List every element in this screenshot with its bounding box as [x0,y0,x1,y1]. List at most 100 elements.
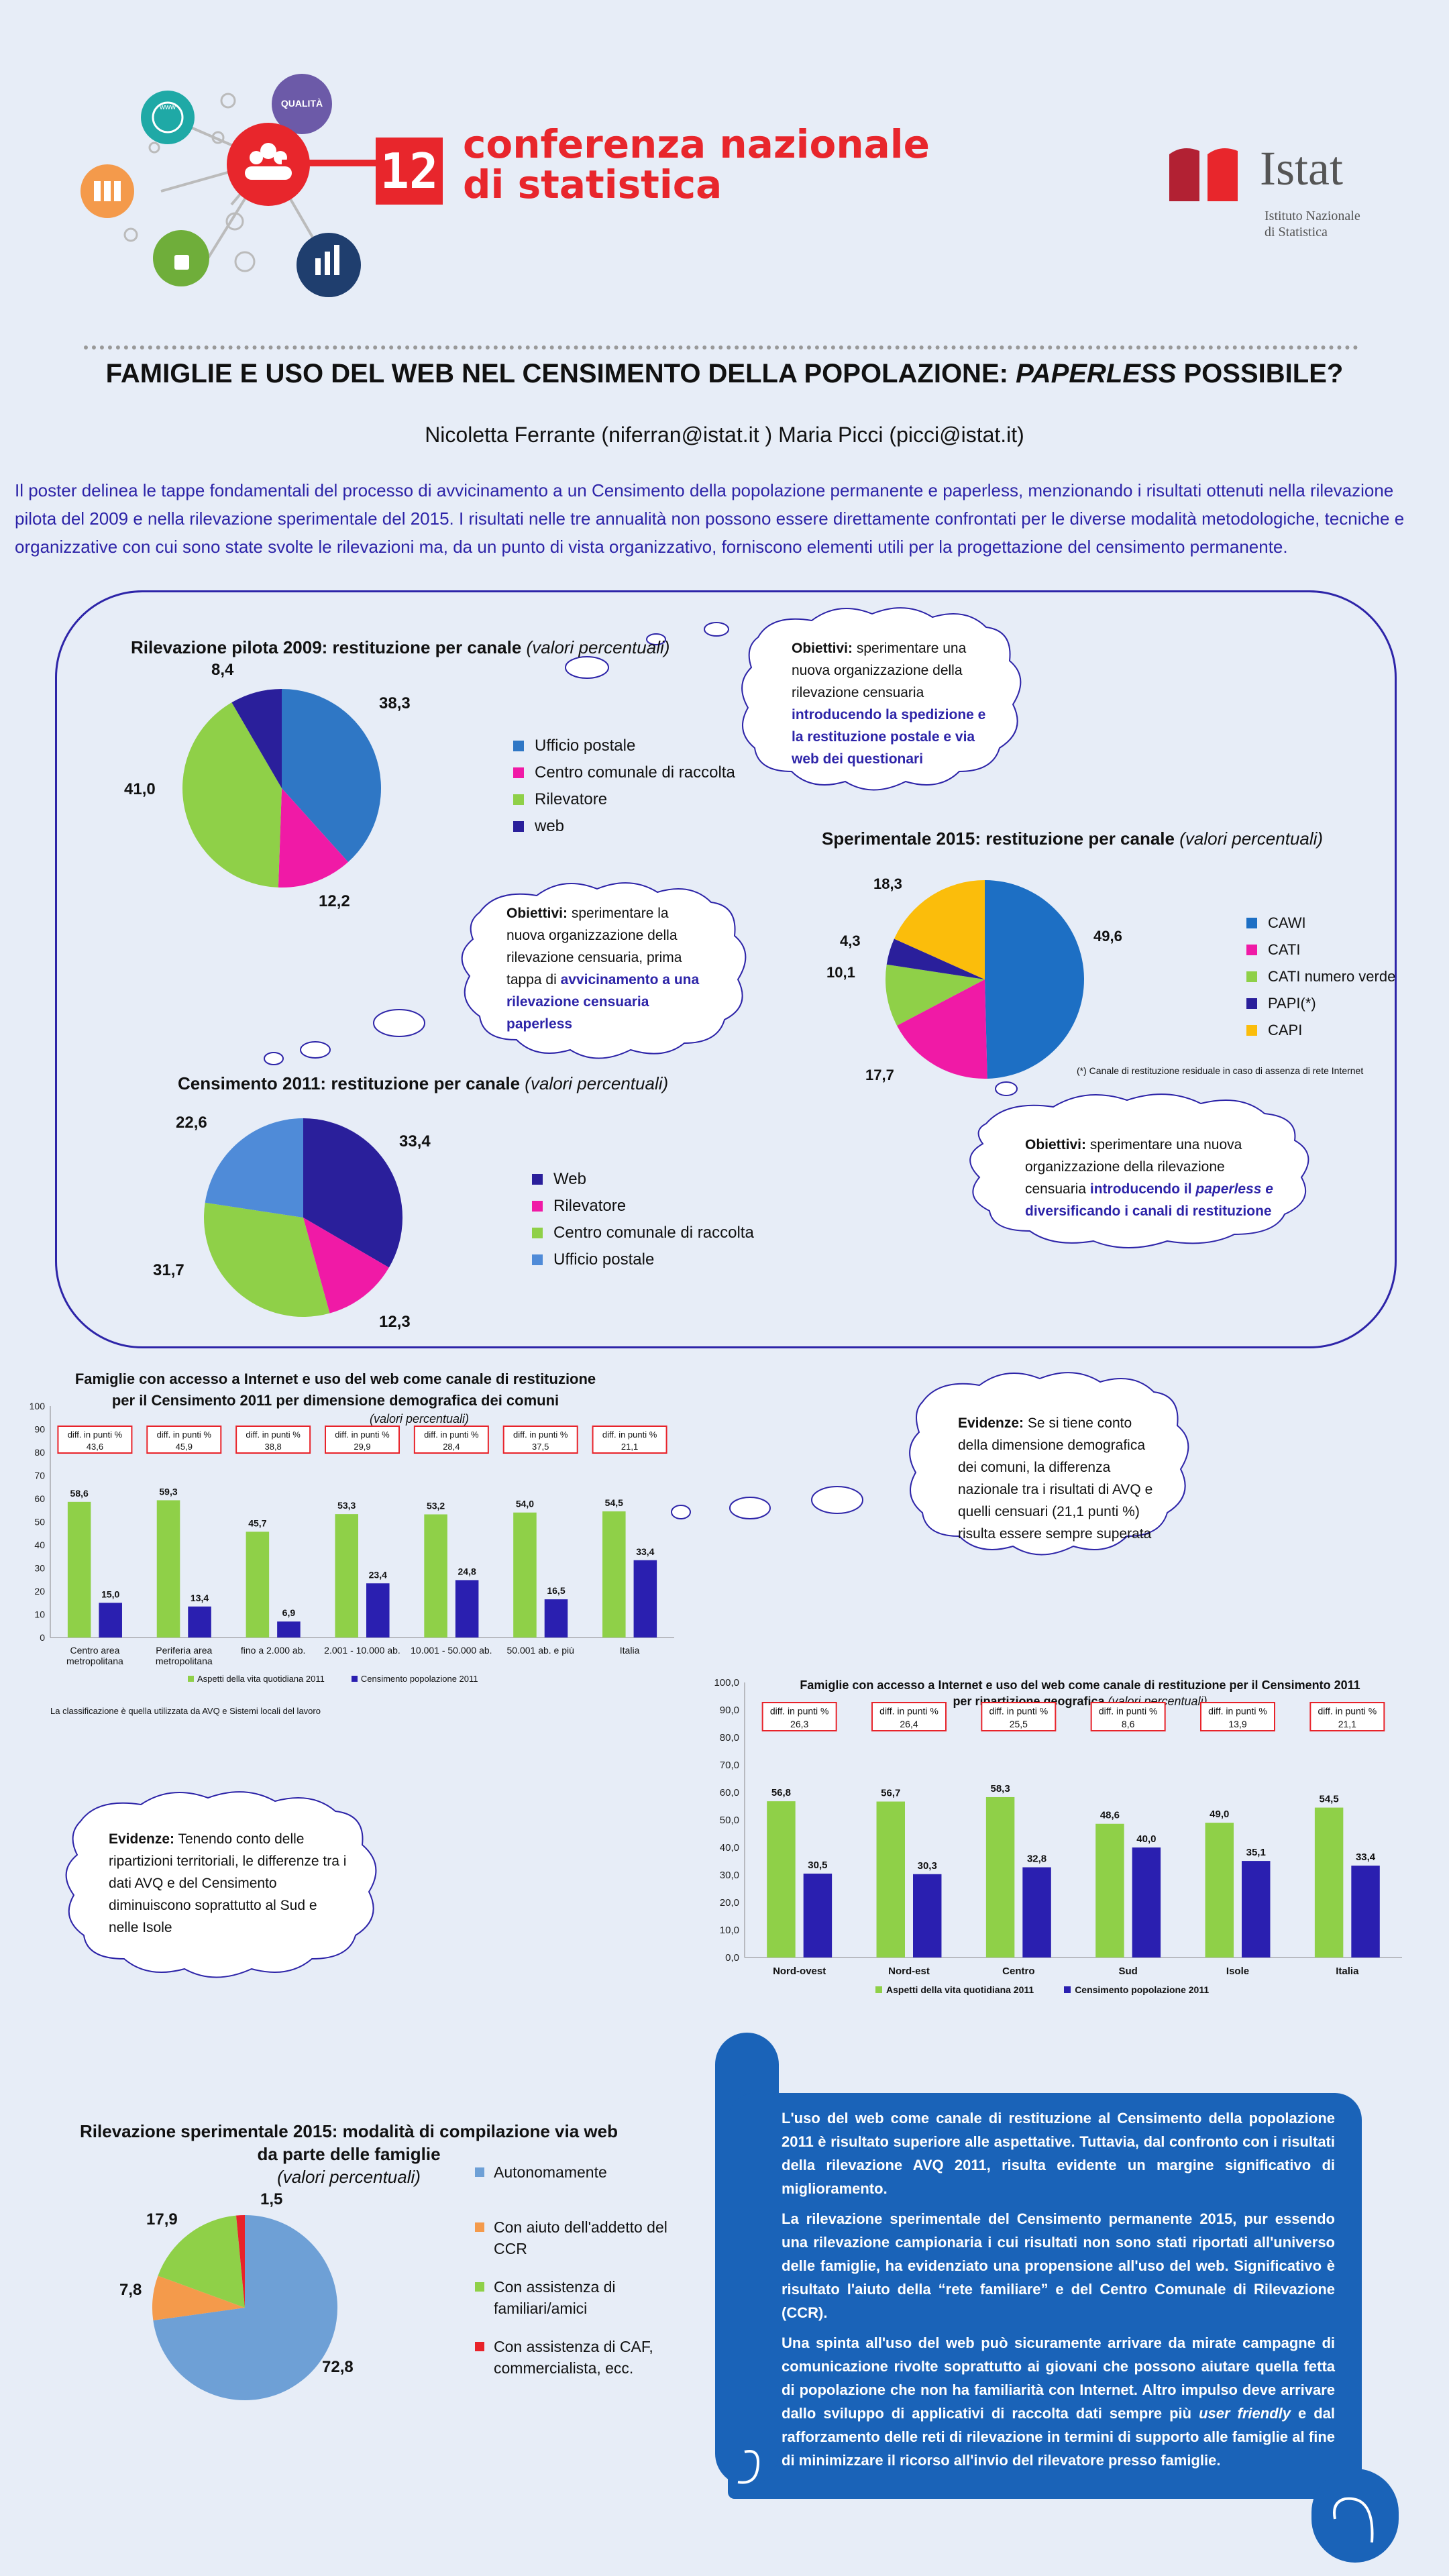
bar_comuni-value-label: 45,7 [248,1517,266,1528]
conference-logo-graphic: www QUALITÀ [80,74,361,297]
title-italic: PAPERLESS [1016,359,1177,388]
bar_rip-value-label: 54,5 [1319,1794,1338,1805]
pie-comp-title2: da parte delle famiglie [257,2144,441,2164]
title-end: POSSIBILE? [1176,359,1344,388]
pie2009-slice-2 [278,788,348,888]
pie2009-legend-item-3: Rilevatore [513,786,735,813]
cloud1-bold: introducendo la spedizione e la restituz… [792,707,986,767]
bar_rip-category-label: Italia [1336,1966,1359,1977]
bar_comuni-category-label: fino a 2.000 ab. [241,1645,306,1656]
scroll-bottom-roll [1311,2469,1399,2563]
bar_rip-category-label: Centro [1002,1966,1034,1977]
pie-comp-legend-label-2a: Con aiuto dell'addetto del [494,2218,667,2236]
cloud4-text: Evidenze: Se si tiene conto della dimens… [958,1412,1159,1545]
charts-frame [55,590,1397,1348]
cloud3-text: Obiettivi: sperimentare una nuova organi… [1025,1134,1280,1222]
istat-name: Istat [1260,142,1343,195]
istat-logo: Istat Istituto Nazionale di Statistica [1166,142,1360,239]
cloud-evidence-ripartizioni [65,1791,377,1978]
pie2011-title-main: Censimento 2011: restituzione per canale [178,1073,525,1093]
pie2015-slice-3 [885,964,985,1026]
bar-comuni-note: La classificazione è quella utilizzata d… [50,1706,321,1716]
bar_rip-value-label: 30,5 [808,1860,827,1871]
conference-title-line2: di statistica [463,162,722,207]
pie2015-legend-label-3: CATI numero verde [1268,968,1396,985]
cloud4-lead: Evidenze: [958,1415,1024,1431]
bar_rip-bar-1-3 [985,1796,1015,1957]
bar_rip-bar-1-1 [767,1801,796,1957]
bar_comuni-value-label: 33,4 [636,1546,654,1557]
bar-comuni-title3: (valori percentuali) [369,1412,470,1426]
bar-rip-legend: Aspetti della vita quotidiana 2011 Censi… [875,1984,1209,1995]
bar_comuni-diff-value: 38,8 [264,1442,281,1452]
bar_rip-ytick: 80,0 [720,1732,739,1743]
pie_comp-slice-2 [152,2275,245,2321]
bar_rip-ytick: 20,0 [720,1897,739,1909]
bar_rip-diff-box [1309,1702,1385,1731]
scroll-bottom-curl-decoration [1333,2497,1374,2543]
bar_comuni-ytick: 40 [34,1540,45,1550]
bar_rip-ytick: 60,0 [720,1787,739,1799]
bar_rip-bar-2-5 [1242,1861,1271,1957]
pie2015-label-2: 17,7 [865,1067,894,1083]
bar_comuni-bar-2-7 [633,1560,657,1638]
bar_rip-ytick: 40,0 [720,1842,739,1854]
cloud3-bold1: introducendo il [1089,1181,1196,1197]
pie2011-legend-item-2: Rilevatore [532,1193,754,1220]
cloud2-bold: avvicinamento a una rilevazione censuari… [506,972,700,1032]
bar_comuni-value-label: 53,2 [427,1500,445,1511]
bar_rip-value-label: 56,8 [771,1787,791,1799]
pie2015-label-4: 4,3 [840,932,861,949]
pie-comp-legend-item-2: Con aiuto dell'addetto del CCR [475,2216,667,2259]
bar_comuni-diff-value: 45,9 [176,1442,193,1452]
bar_rip-ytick: 10,0 [720,1925,739,1936]
pie2011-legend-label-3: Centro comunale di raccolta [553,1224,754,1242]
pie2015-legend: CAWI CATI CATI numero verde PAPI(*) CAPI [1246,910,1395,1044]
pie2009-title-italic: (valori percentuali) [526,637,670,657]
bar_rip-diff-box [981,1702,1057,1731]
bar_comuni-category-label: 2.001 - 10.000 ab. [324,1645,400,1656]
bar_rip-bar-2-2 [913,1874,942,1957]
pie-comp-title1: Rilevazione sperimentale 2015: modalità … [80,2121,618,2141]
bar_rip-diff-box [1090,1702,1166,1731]
bar-comuni-title2: per il Censimento 2011 per dimensione de… [111,1392,559,1409]
bar_rip-diff-box [761,1702,837,1731]
bar_comuni-value-label: 15,0 [101,1589,119,1599]
bar_comuni-bar-1-3 [246,1532,270,1638]
pie2015-legend-item-2: CATI [1246,936,1395,963]
pie2011-slice-4 [205,1118,303,1218]
bar_comuni-bar-1-1 [67,1501,91,1638]
cloud5-lead: Evidenze: [109,1831,175,1847]
bar-comuni-legend-2: Censimento popolazione 2011 [351,1674,478,1684]
bar_comuni-diff-caption: diff. in punti % [68,1430,123,1440]
bar_rip-ytick: 0,0 [725,1952,739,1964]
bar-rip-title1: Famiglie con accesso a Internet e uso de… [800,1678,1360,1692]
bar_rip-diff-caption: diff. in punti % [1208,1706,1267,1717]
cloud2-lead: Obiettivi: [506,906,568,921]
pie2015-slice-2 [896,979,987,1079]
bar_rip-bar-2-6 [1351,1866,1380,1957]
pie2009-legend-item-2: Centro comunale di raccolta [513,759,735,786]
bar_comuni-category-label: Centro area [70,1645,119,1656]
bar_rip-ytick: 50,0 [720,1815,739,1826]
bar_comuni-diff-caption: diff. in punti % [424,1430,479,1440]
bar_rip-category-label: Isole [1226,1966,1249,1977]
pie_comp-slice-4 [236,2215,245,2308]
bar_comuni-value-label: 16,5 [547,1585,565,1596]
bar_rip-category-label: Nord-ovest [773,1966,826,1977]
bar_comuni-value-label: 59,3 [159,1486,177,1497]
bar_comuni-value-label: 23,4 [369,1569,387,1580]
bar_comuni-bar-1-7 [602,1511,626,1638]
bar-comuni-title: Famiglie con accesso a Internet e uso de… [67,1368,604,1426]
pie2009-legend-item-4: web [513,813,735,840]
pie2015-legend-label-5: CAPI [1268,1022,1303,1038]
bar_comuni-bar-1-5 [424,1514,447,1638]
scroll-curl-decoration [737,2450,760,2484]
pie2009-legend-label-1: Ufficio postale [535,737,636,755]
bar_comuni-diff-value: 43,6 [87,1442,103,1452]
pie2011-label-1: 33,4 [399,1132,431,1150]
pie2011-slice-2 [303,1218,389,1313]
